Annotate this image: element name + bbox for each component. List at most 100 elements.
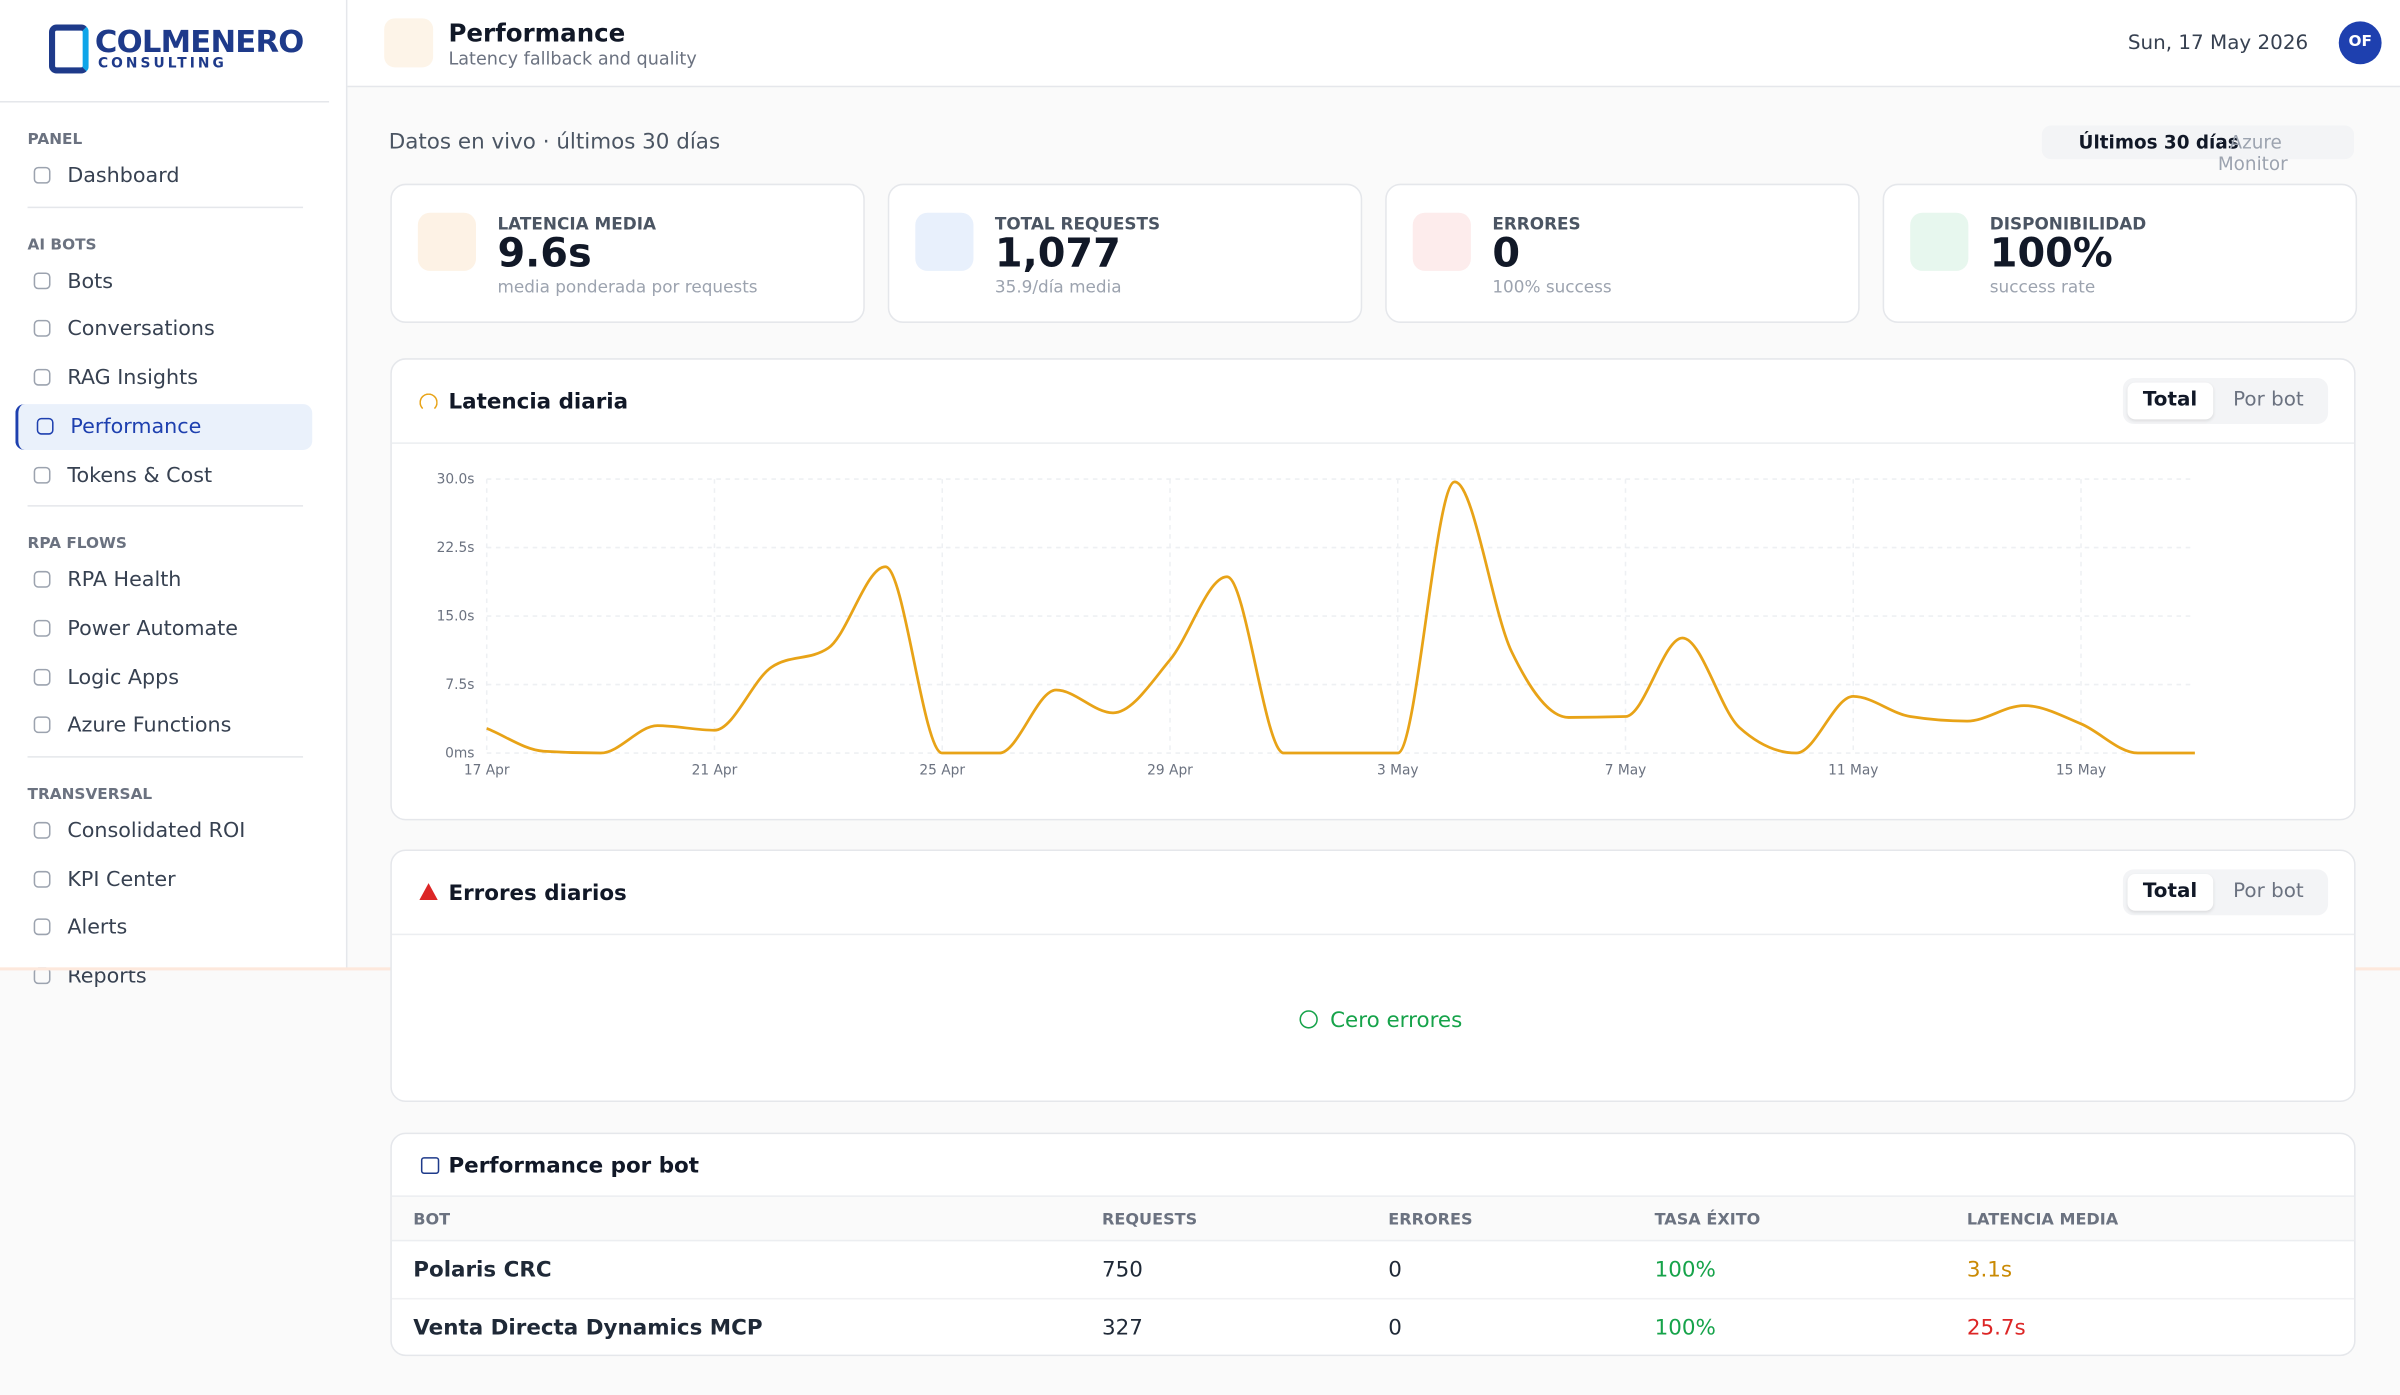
range-pill[interactable]: Últimos 30 días · Azure Monitor <box>2041 125 2355 174</box>
nav-item[interactable]: Conversations <box>15 307 312 353</box>
nav-item[interactable]: Consolidated ROI <box>15 808 312 854</box>
nav-item[interactable]: Tokens & Cost <box>15 452 312 498</box>
table-title: Performance por bot <box>448 1154 700 1179</box>
kpi-card: TOTAL REQUESTS 1,077 35.9/día media <box>887 183 1363 323</box>
nav-item[interactable]: Dashboard <box>15 153 312 199</box>
nav-section: PANEL <box>27 131 83 149</box>
nav-icon <box>33 320 51 338</box>
kpi-icon <box>1412 212 1471 271</box>
table-cell: 3.1s <box>1966 1258 2013 1283</box>
column-header: BOT <box>413 1210 451 1230</box>
errors-icon <box>419 883 438 900</box>
kpi-label: ERRORES <box>1492 214 1581 235</box>
kpi-card: DISPONIBILIDAD 100% success rate <box>1882 183 2358 323</box>
toggle: Total Por bot <box>2122 869 2329 916</box>
x-tick-label: 21 Apr <box>692 762 738 778</box>
column-header: ERRORES <box>1388 1210 1473 1230</box>
divider <box>391 442 2355 444</box>
kpi-label: TOTAL REQUESTS <box>994 214 1161 235</box>
nav-item[interactable]: Logic Apps <box>15 654 312 700</box>
x-tick-label: 29 Apr <box>1147 762 1193 778</box>
avatar[interactable]: OF <box>2338 21 2382 65</box>
divider <box>27 505 304 507</box>
kpi-value: 100% <box>1989 231 2113 278</box>
table-cell: 25.7s <box>1966 1316 2026 1341</box>
latency-chart: 0ms 7.5s 15.0s 22.5s 30.0s 17 Apr 21 Apr 25 Apr… <box>437 472 2195 778</box>
nav-icon <box>33 466 51 483</box>
table-cell: 100% <box>1654 1316 1716 1341</box>
errors-card: Errores diarios Total Por bot Cero errores <box>390 849 2356 1103</box>
nav-icon <box>33 271 51 289</box>
kpi-value: 1,077 <box>994 231 1121 278</box>
page-subtitle: Latency fallback and quality <box>448 47 697 69</box>
x-tick-label: 3 May <box>1377 762 1419 778</box>
nav-item[interactable]: RPA Health <box>15 557 312 603</box>
nav-icon <box>33 821 51 839</box>
divider <box>0 101 330 103</box>
header: Performance Latency fallback and quality S… <box>347 0 2400 88</box>
column-header: TASA ÉXITO <box>1654 1210 1761 1230</box>
errors-title: Errores diarios <box>448 881 627 907</box>
nav-icon <box>33 668 51 686</box>
y-tick-label: 15.0s <box>437 609 475 625</box>
x-tick-label: 25 Apr <box>919 762 965 778</box>
toggle-per-bot[interactable]: Por bot <box>2233 880 2304 904</box>
table-cell: 750 <box>1102 1258 1143 1283</box>
kpi-note: 35.9/día media <box>994 277 1122 297</box>
header-icon <box>384 18 434 68</box>
nav-item[interactable]: Power Automate <box>15 606 312 652</box>
nav-item[interactable]: KPI Center <box>15 857 312 903</box>
live-text: Datos en vivo · últimos 30 días <box>388 130 721 155</box>
column-header: LATENCIA MEDIA <box>1966 1210 2119 1230</box>
x-tick-label: 11 May <box>1828 762 1878 778</box>
kpi-card: LATENCIA MEDIA 9.6s media ponderada por re… <box>390 183 865 323</box>
empty-state: Cero errores <box>1330 1008 1463 1034</box>
sidebar: COLMENERO CONSULTING PANEL Dashboard AI BOTS… <box>0 0 348 989</box>
divider <box>27 206 304 208</box>
toggle-total[interactable]: Total <box>2127 382 2213 420</box>
toggle: Total Por bot <box>2122 378 2329 424</box>
source: · Azure Monitor <box>2217 131 2288 175</box>
nav-section: TRANSVERSAL <box>27 786 153 804</box>
nav-icon <box>36 417 54 435</box>
table-head <box>391 1195 2355 1242</box>
nav-item[interactable]: RAG Insights <box>15 355 312 401</box>
brand-tagline: CONSULTING <box>97 56 227 72</box>
x-tick-label: 17 Apr <box>464 762 510 778</box>
latency-line <box>486 480 2195 755</box>
column-header: REQUESTS <box>1102 1210 1198 1230</box>
nav-icon <box>33 571 51 589</box>
nav-item[interactable]: Reports <box>15 954 312 1000</box>
kpi-icon <box>1910 212 1969 271</box>
ok-icon <box>1299 1010 1318 1029</box>
table-cell: 327 <box>1102 1316 1143 1341</box>
nav-item[interactable]: Performance <box>15 403 313 450</box>
nav-item[interactable]: Alerts <box>15 905 312 951</box>
table-cell: 100% <box>1654 1258 1716 1283</box>
table-cell: Polaris CRC <box>413 1258 552 1283</box>
kpi-value: 0 <box>1492 231 1521 278</box>
table-cell: Venta Directa Dynamics MCP <box>413 1316 763 1341</box>
y-tick-label: 7.5s <box>445 677 474 693</box>
kpi-label: LATENCIA MEDIA <box>497 214 657 235</box>
chart-card: Latencia diaria Total Por bot 0ms 7.5s 15.0s 2… <box>390 358 2356 821</box>
nav-icon <box>33 918 51 936</box>
nav-item[interactable]: Azure Functions <box>15 703 312 749</box>
nav-section: RPA FLOWS <box>27 535 127 553</box>
y-tick-label: 22.5s <box>437 540 475 556</box>
chart-icon <box>419 393 438 412</box>
nav-section: AI BOTS <box>27 236 97 254</box>
date: Sun, 17 May 2026 <box>2127 32 2309 56</box>
toggle-total[interactable]: Total <box>2127 873 2213 911</box>
chart-title: Latencia diaria <box>448 390 629 415</box>
toggle-per-bot[interactable]: Por bot <box>2233 388 2304 412</box>
y-tick-label: 30.0s <box>437 472 475 488</box>
kpi-value: 9.6s <box>497 231 592 278</box>
kpi-card: ERRORES 0 100% success <box>1385 183 1860 323</box>
nav-item[interactable]: Bots <box>15 258 312 304</box>
table-cell: 0 <box>1388 1316 1402 1341</box>
x-tick-label: 7 May <box>1605 762 1647 778</box>
divider <box>391 933 2355 936</box>
nav-icon <box>33 716 51 734</box>
